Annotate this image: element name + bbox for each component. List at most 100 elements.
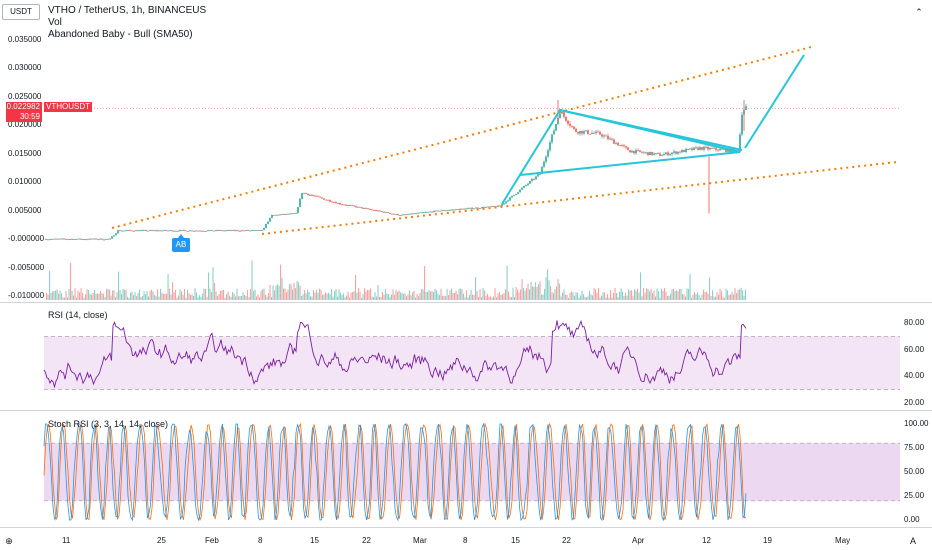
- volume-bar: [481, 297, 483, 300]
- candle-body: [485, 207, 487, 208]
- volume-bar: [638, 292, 640, 300]
- candle-body: [321, 197, 323, 199]
- volume-bar: [110, 295, 112, 300]
- volume-bar: [496, 297, 498, 300]
- volume-bar: [205, 289, 207, 300]
- volume-bar: [434, 288, 436, 300]
- candle-body: [481, 207, 483, 209]
- candle-body: [491, 206, 493, 207]
- volume-bar: [157, 289, 159, 300]
- volume-bar: [628, 289, 630, 300]
- volume-bar: [314, 292, 316, 300]
- candle-body: [353, 205, 355, 207]
- candle-body: [429, 211, 431, 213]
- abandoned-baby-marker[interactable]: AB: [172, 234, 190, 252]
- candle-body: [263, 227, 265, 231]
- volume-bar: [271, 296, 273, 300]
- candle-body: [53, 238, 55, 240]
- chevron-up-icon[interactable]: ⌃: [915, 6, 923, 17]
- volume-bar: [739, 289, 741, 300]
- candle-body: [179, 230, 181, 232]
- candle-body: [567, 120, 569, 124]
- candle-body: [653, 153, 655, 155]
- volume-bar: [616, 292, 618, 300]
- volume-bar: [76, 297, 78, 300]
- currency-button[interactable]: USDT: [2, 4, 40, 20]
- volume-bar: [86, 289, 88, 300]
- volume-bar: [88, 289, 90, 300]
- candle-body: [547, 150, 549, 157]
- candle-body: [401, 214, 403, 216]
- volume-bar: [659, 297, 661, 300]
- volume-bar: [422, 289, 424, 300]
- candle-body: [171, 230, 173, 232]
- volume-bar: [355, 274, 357, 300]
- candle-body: [49, 239, 51, 241]
- volume-bar: [527, 283, 529, 300]
- candle-body: [305, 192, 307, 194]
- volume-bar: [578, 297, 580, 300]
- volume-bar: [607, 293, 609, 300]
- symbol-tag: VTHOUSDT: [44, 102, 92, 112]
- volume-bar: [526, 288, 528, 300]
- rsi-chart[interactable]: [0, 303, 900, 410]
- candle-body: [299, 198, 301, 208]
- volume-bar: [559, 283, 561, 300]
- candle-body: [695, 147, 697, 149]
- volume-bar: [574, 295, 576, 300]
- candle-body: [443, 210, 445, 211]
- pane-divider[interactable]: [0, 410, 932, 411]
- triangle-pattern: [501, 108, 741, 205]
- volume-bar: [380, 296, 382, 300]
- volume-bar: [395, 289, 397, 300]
- volume-bar: [442, 295, 444, 300]
- upper-trendline: [111, 45, 816, 229]
- lower-trendline: [261, 161, 898, 235]
- price-pane[interactable]: [0, 0, 932, 302]
- candle-body: [425, 212, 427, 213]
- price-chart[interactable]: [0, 0, 900, 302]
- volume-bar: [449, 290, 451, 300]
- candle-body: [479, 208, 481, 209]
- candle-body: [603, 135, 605, 137]
- candle-body: [403, 214, 405, 216]
- stoch-pane[interactable]: [0, 411, 932, 527]
- volume-bar: [256, 296, 258, 300]
- time-axis-label: 22: [362, 536, 371, 545]
- candle-body: [625, 146, 627, 148]
- candle-body: [427, 211, 429, 213]
- volume-bar: [466, 290, 468, 300]
- volume-bar: [613, 292, 615, 300]
- candle-body: [181, 230, 183, 231]
- volume-bar: [119, 290, 121, 300]
- candle-body: [301, 193, 303, 199]
- volume-bar: [133, 295, 135, 300]
- volume-bar: [733, 294, 735, 300]
- volume-bar: [104, 296, 106, 300]
- candle-body: [513, 194, 515, 196]
- rsi-pane[interactable]: [0, 303, 932, 410]
- candle-body: [635, 150, 637, 154]
- volume-bar: [118, 271, 120, 300]
- volume-bar: [701, 294, 703, 300]
- pane-divider[interactable]: [0, 302, 932, 303]
- candle-body: [701, 147, 703, 150]
- volume-bar: [184, 288, 186, 300]
- volume-bar: [308, 291, 310, 300]
- crosshair-settings-icon[interactable]: ⊕: [5, 535, 13, 546]
- volume-bar: [292, 289, 294, 300]
- volume-bar: [194, 288, 196, 300]
- candle-body: [371, 209, 373, 211]
- auto-scale-button[interactable]: A: [909, 536, 916, 546]
- candle-body: [345, 204, 347, 206]
- candle-body: [285, 213, 287, 215]
- volume-bar: [383, 294, 385, 300]
- volume-bar: [677, 291, 679, 300]
- candle-body: [655, 153, 657, 155]
- stoch-rsi-chart[interactable]: [0, 411, 900, 527]
- candle-body: [551, 134, 553, 143]
- candle-body: [563, 112, 565, 117]
- candle-body: [601, 134, 603, 137]
- candle-body: [389, 213, 391, 214]
- candle-body: [85, 239, 87, 241]
